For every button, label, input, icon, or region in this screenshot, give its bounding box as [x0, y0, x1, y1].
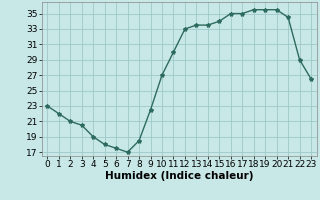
X-axis label: Humidex (Indice chaleur): Humidex (Indice chaleur) [105, 171, 253, 181]
